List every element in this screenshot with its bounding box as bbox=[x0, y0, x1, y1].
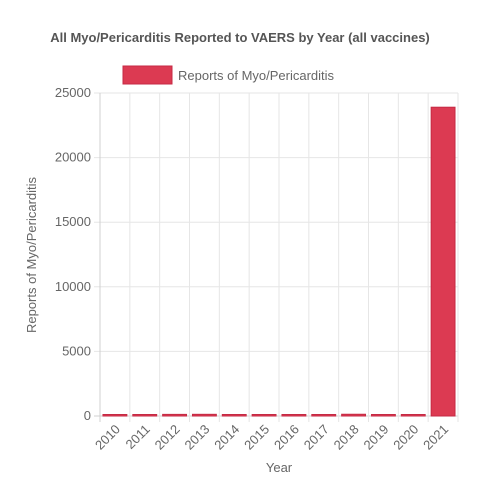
bar-2017[interactable] bbox=[311, 414, 337, 417]
legend-label: Reports of Myo/Pericarditis bbox=[178, 68, 335, 83]
x-tick-label: 2011 bbox=[122, 422, 152, 452]
bar-2018[interactable] bbox=[341, 413, 367, 417]
x-tick-label: 2010 bbox=[92, 422, 123, 453]
y-tick-label: 25000 bbox=[55, 85, 91, 100]
x-tick-label: 2016 bbox=[271, 422, 302, 453]
bar-2012[interactable] bbox=[162, 413, 188, 417]
x-tick-label: 2012 bbox=[152, 422, 183, 453]
x-axis-ticks: 2010 201120122013201420152016201720182019… bbox=[92, 422, 451, 453]
bar-2013[interactable] bbox=[191, 413, 217, 417]
y-tick-label: 0 bbox=[84, 408, 91, 423]
legend-swatch bbox=[122, 65, 173, 85]
bar-2011[interactable] bbox=[132, 414, 158, 417]
bar-2019[interactable] bbox=[370, 414, 396, 417]
bar-2016[interactable] bbox=[281, 414, 307, 417]
x-tick-label: 2021 bbox=[420, 422, 451, 453]
x-tick-label: 2020 bbox=[390, 422, 421, 453]
bars bbox=[102, 106, 456, 417]
grid bbox=[94, 92, 459, 422]
y-tick-label: 5000 bbox=[62, 343, 91, 358]
x-tick-label: 2014 bbox=[211, 422, 242, 453]
x-tick-label: 2018 bbox=[331, 422, 362, 453]
x-tick-label: 2013 bbox=[181, 422, 212, 453]
x-tick-label: 2017 bbox=[301, 422, 332, 453]
y-tick-label: 15000 bbox=[55, 214, 91, 229]
x-axis-title: Year bbox=[266, 460, 293, 475]
y-tick-label: 10000 bbox=[55, 279, 91, 294]
bar-2014[interactable] bbox=[221, 414, 247, 417]
y-axis-ticks: 0 5000 10000 15000 20000 25000 bbox=[55, 85, 91, 423]
legend[interactable]: Reports of Myo/Pericarditis bbox=[122, 65, 335, 85]
x-tick-label: 2015 bbox=[241, 422, 272, 453]
bar-2010[interactable] bbox=[102, 414, 128, 417]
bar-2020[interactable] bbox=[400, 414, 426, 417]
x-tick-label: 2019 bbox=[360, 422, 391, 453]
y-axis-title: Reports of Myo/Pericarditis bbox=[24, 176, 39, 333]
bar-2015[interactable] bbox=[251, 414, 277, 417]
bar-2021[interactable] bbox=[430, 106, 456, 417]
chart-title: All Myo/Pericarditis Reported to VAERS b… bbox=[50, 30, 430, 45]
y-tick-label: 20000 bbox=[55, 150, 91, 165]
